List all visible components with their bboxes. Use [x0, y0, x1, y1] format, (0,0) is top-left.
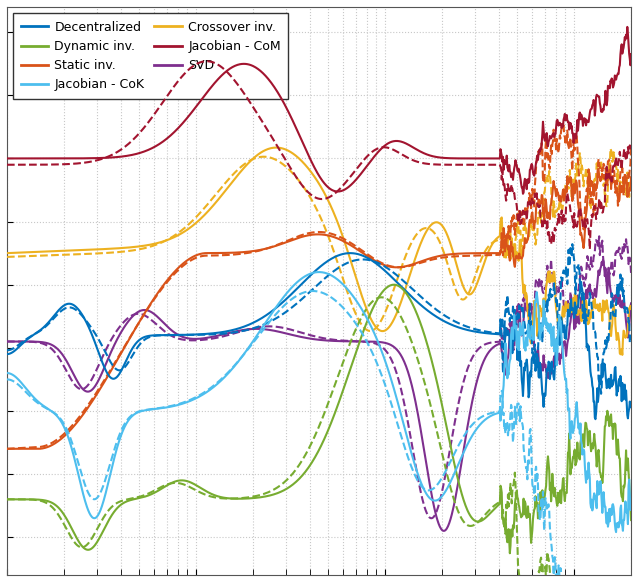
Legend: Decentralized, Dynamic inv., Static inv., Jacobian - CoK, Crossover inv., Jacobi: Decentralized, Dynamic inv., Static inv.…: [13, 13, 288, 99]
